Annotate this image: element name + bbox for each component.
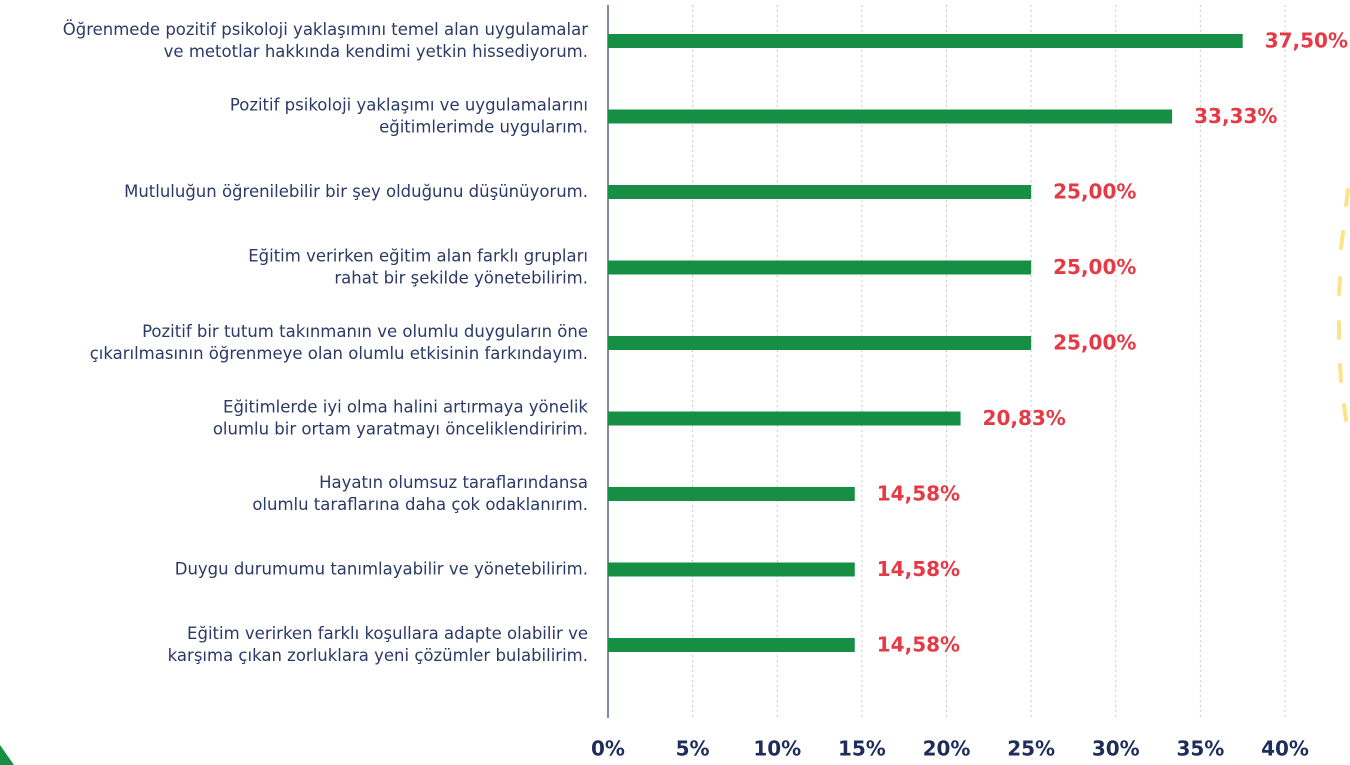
value-label: 14,58% [877,557,960,581]
side-decoration [1337,188,1350,422]
category-line: rahat bir şekilde yönetebilirim. [334,268,588,287]
category-label: Mutluluğun öğrenilebilir bir şey olduğun… [124,182,588,201]
bar [608,336,1032,350]
category-line: eğitimlerimde uygularım. [379,117,588,136]
category-line: Duygu durumumu tanımlayabilir ve yöneteb… [175,559,588,578]
bar [608,34,1243,48]
x-tick-label: 15% [838,737,886,761]
value-label: 14,58% [877,482,960,506]
category-line: Pozitif bir tutum takınmanın ve olumlu d… [142,322,588,341]
value-label: 37,50% [1265,29,1348,53]
category-label: Eğitim verirken farklı koşullara adapte … [168,624,588,665]
value-label: 25,00% [1053,331,1136,355]
value-label: 20,83% [983,406,1066,430]
bar [608,487,855,501]
category-line: ve metotlar hakkında kendimi yetkin hiss… [164,42,588,61]
value-label: 25,00% [1053,180,1136,204]
bar [608,562,855,577]
bar [608,411,961,426]
x-tick-label: 0% [591,737,625,761]
x-tick-label: 25% [1007,737,1055,761]
category-label: Eğitim verirken eğitim alan farklı grupl… [248,246,588,287]
value-label: 14,58% [877,633,960,657]
value-label: 33,33% [1194,104,1277,128]
bar [608,260,1032,275]
category-label: Pozitif bir tutum takınmanın ve olumlu d… [90,322,588,363]
x-tick-label: 10% [753,737,801,761]
category-label: Duygu durumumu tanımlayabilir ve yöneteb… [175,559,588,578]
category-line: Öğrenmede pozitif psikoloji yaklaşımını … [63,20,588,39]
category-line: olumlu bir ortam yaratmayı önceliklendir… [213,419,588,438]
category-label: Pozitif psikoloji yaklaşımı ve uygulamal… [230,95,588,136]
bar [608,185,1032,199]
category-line: Hayatın olumsuz taraflarındansa [319,473,588,492]
x-tick-label: 40% [1261,737,1309,761]
bar [608,638,855,652]
bar [608,109,1173,124]
x-tick-label: 30% [1092,737,1140,761]
category-line: Eğitim verirken farklı koşullara adapte … [187,624,588,643]
value-label: 25,00% [1053,255,1136,279]
category-line: Eğitimlerde iyi olma halini artırmaya yö… [223,397,588,416]
x-tick-label: 20% [923,737,971,761]
category-label: Eğitimlerde iyi olma halini artırmaya yö… [213,397,589,438]
x-tick-label: 35% [1176,737,1224,761]
category-line: Mutluluğun öğrenilebilir bir şey olduğun… [124,182,588,201]
category-line: Pozitif psikoloji yaklaşımı ve uygulamal… [230,95,588,114]
x-tick-label: 5% [676,737,710,761]
category-line: Eğitim verirken eğitim alan farklı grupl… [248,246,588,265]
corner-decoration [0,745,14,765]
category-label: Hayatın olumsuz taraflarındansa olumlu ta… [252,473,588,514]
category-line: karşıma çıkan zorluklara yeni çözümler b… [168,646,588,665]
category-line: çıkarılmasının öğrenmeye olan olumlu etk… [90,344,588,363]
category-line: olumlu taraflarına daha çok odaklanırım. [252,495,588,514]
category-label: Öğrenmede pozitif psikoloji yaklaşımını … [63,20,588,61]
